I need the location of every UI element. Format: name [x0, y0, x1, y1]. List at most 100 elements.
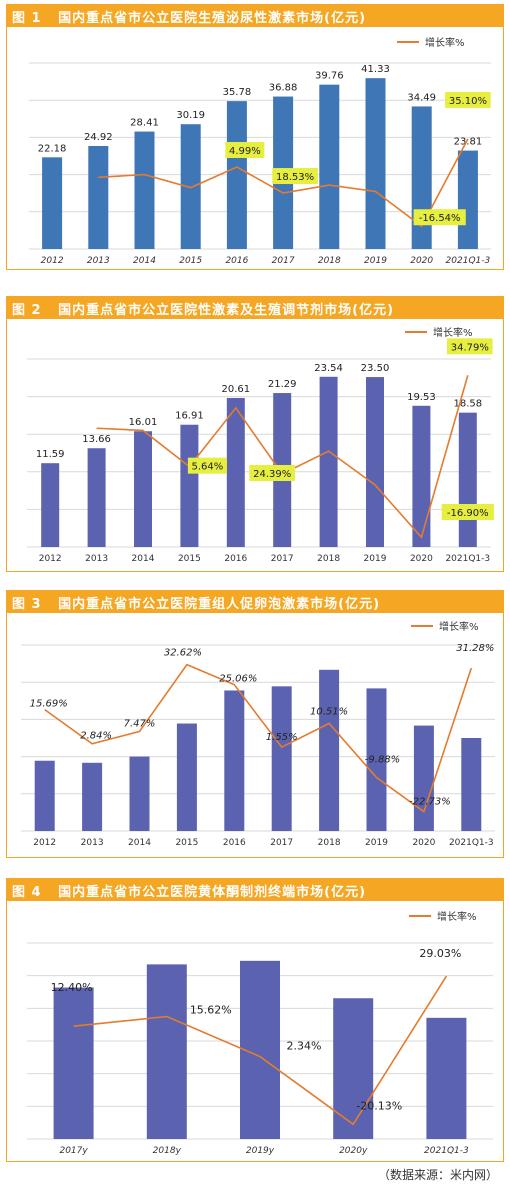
growth-rate-label: 15.69% [30, 699, 68, 710]
x-tick-label: 2021Q1-3 [445, 554, 490, 564]
bar [333, 998, 374, 1139]
x-tick-label: 2017 [270, 838, 293, 848]
bar [411, 106, 432, 249]
growth-label-highlight [413, 209, 466, 226]
bar [134, 431, 152, 547]
x-tick-label: 2020y [339, 1146, 368, 1156]
chart-panel-3: 图 3 国内重点省市公立医院重组人促卵泡激素市场(亿元) 增长率% 2012 201… [6, 590, 504, 858]
bar [34, 760, 55, 831]
bar-value-label: 39.76 [315, 71, 344, 82]
chart-area: 增长率% 22.18 2012 24.92 2013 28.41 2014 30.19 2015… [6, 26, 504, 270]
chart-svg: 增长率% 22.18 2012 24.92 2013 28.41 2014 30.19 2015… [29, 36, 491, 266]
bar [319, 376, 338, 547]
bar-value-label: 11.59 [36, 449, 65, 460]
bar [88, 145, 109, 249]
x-tick-label: 2013 [81, 838, 104, 848]
growth-rate-label: 12.40% [51, 981, 93, 994]
bar-value-label: 20.61 [221, 384, 250, 395]
bar [82, 762, 103, 831]
bar [457, 150, 478, 249]
x-tick-label: 2019 [364, 256, 387, 266]
chart-title: 图 2 国内重点省市公立医院性激素及生殖调节剂市场(亿元) [12, 303, 395, 318]
x-tick-label: 2015 [178, 554, 201, 564]
bar-value-label: 41.33 [361, 64, 390, 75]
bar-value-label: 19.53 [407, 392, 436, 403]
bar [426, 1017, 467, 1139]
growth-rate-label: 1.55% [266, 732, 298, 743]
x-tick-label: 2013 [85, 554, 108, 564]
bar-value-label: 18.58 [453, 399, 482, 410]
bar [180, 124, 201, 249]
x-tick-label: 2020 [412, 838, 435, 848]
growth-rate-label: 18.53% [276, 172, 314, 183]
growth-line [44, 663, 473, 813]
chart-svg: 增长率% 11.59 2012 13.66 2013 16.01 2014 16.91 2015… [27, 326, 494, 564]
chart-title-bar: 图 1 国内重点省市公立医院生殖泌尿性激素市场(亿元) [6, 4, 504, 26]
x-tick-label: 2013 [87, 256, 110, 266]
growth-rate-label: -9.88% [365, 755, 400, 766]
bar-value-label: 24.92 [84, 132, 113, 143]
source-note: （数据来源：米内网） [377, 1168, 498, 1182]
x-tick-label: 2019 [364, 554, 387, 564]
growth-rate-label: 24.39% [253, 469, 291, 480]
bar [412, 405, 431, 547]
legend-label: 增长率% [433, 326, 473, 339]
x-tick-label: 2017y [59, 1146, 88, 1156]
bar [271, 686, 292, 831]
x-tick-label: 2021Q1-3 [424, 1146, 469, 1156]
growth-rate-label: -22.73% [409, 797, 451, 808]
x-tick-label: 2020 [410, 256, 433, 266]
chart-title: 图 3 国内重点省市公立医院重组人促卵泡激素市场(亿元) [12, 597, 381, 612]
bar [365, 78, 386, 249]
bar-value-label: 22.18 [38, 143, 67, 154]
bar-value-label: 23.54 [314, 363, 343, 374]
bar [224, 690, 245, 831]
growth-rate-label: 7.47% [124, 718, 156, 729]
bar [366, 688, 387, 831]
chart-svg: 增长率% 2017y 2018y 2019y 2020y 2021Q1-3 12.40% 15… [27, 910, 493, 1156]
growth-rate-label: 31.28% [456, 643, 494, 654]
chart-title-bar: 图 4 国内重点省市公立医院黄体酮制剂终端市场(亿元) [6, 878, 504, 900]
bar [461, 738, 482, 831]
x-tick-label: 2021Q1-3 [446, 256, 491, 266]
chart-panel-2: 图 2 国内重点省市公立医院性激素及生殖调节剂市场(亿元) 增长率% 11.59 2… [6, 296, 504, 572]
bar-value-label: 21.29 [268, 379, 297, 390]
bar-value-label: 36.88 [269, 83, 298, 94]
legend-label: 增长率% [437, 910, 477, 923]
x-tick-label: 2019 [365, 838, 388, 848]
bar [458, 412, 477, 547]
growth-rate-label: 29.03% [419, 947, 461, 960]
chart-title-bar: 图 2 国内重点省市公立医院性激素及生殖调节剂市场(亿元) [6, 296, 504, 318]
bar [42, 157, 63, 249]
growth-rate-label: 34.79% [451, 342, 489, 353]
legend-label: 增长率% [439, 620, 479, 633]
growth-rate-label: 15.62% [190, 1004, 232, 1017]
chart-title: 图 1 国内重点省市公立医院生殖泌尿性激素市场(亿元) [12, 11, 367, 26]
x-tick-label: 2014 [128, 838, 151, 848]
x-tick-label: 2014 [133, 256, 156, 266]
growth-rate-label: 4.99% [229, 146, 261, 157]
growth-rate-label: -20.13% [356, 1099, 402, 1112]
x-tick-label: 2016 [225, 256, 248, 266]
bar [319, 84, 340, 249]
growth-rate-label: 2.34% [287, 1040, 322, 1053]
x-tick-label: 2019y [246, 1146, 275, 1156]
bar-value-label: 16.91 [175, 411, 204, 422]
growth-label-highlight [187, 457, 227, 474]
bar [176, 723, 197, 831]
bar [226, 101, 247, 249]
growth-rate-label: 25.06% [219, 674, 257, 685]
legend-label: 增长率% [425, 36, 465, 49]
x-tick-label: 2017 [272, 256, 295, 266]
growth-rate-label: 35.10% [449, 96, 487, 107]
bar-value-label: 13.66 [82, 434, 111, 445]
x-tick-label: 2018 [318, 838, 341, 848]
chart-svg: 增长率% 2012 2013 2014 2015 2016 2017 2018 2019 2020… [21, 620, 495, 848]
bar-value-label: 23.81 [454, 137, 483, 148]
bar-value-label: 34.49 [407, 92, 436, 103]
bar [87, 448, 106, 547]
bar-value-label: 35.78 [223, 87, 252, 98]
growth-rate-label: -16.54% [419, 213, 461, 224]
growth-rate-label: 5.64% [192, 462, 224, 473]
chart-area: 增长率% 2012 2013 2014 2015 2016 2017 2018 2019 2020… [6, 612, 504, 858]
